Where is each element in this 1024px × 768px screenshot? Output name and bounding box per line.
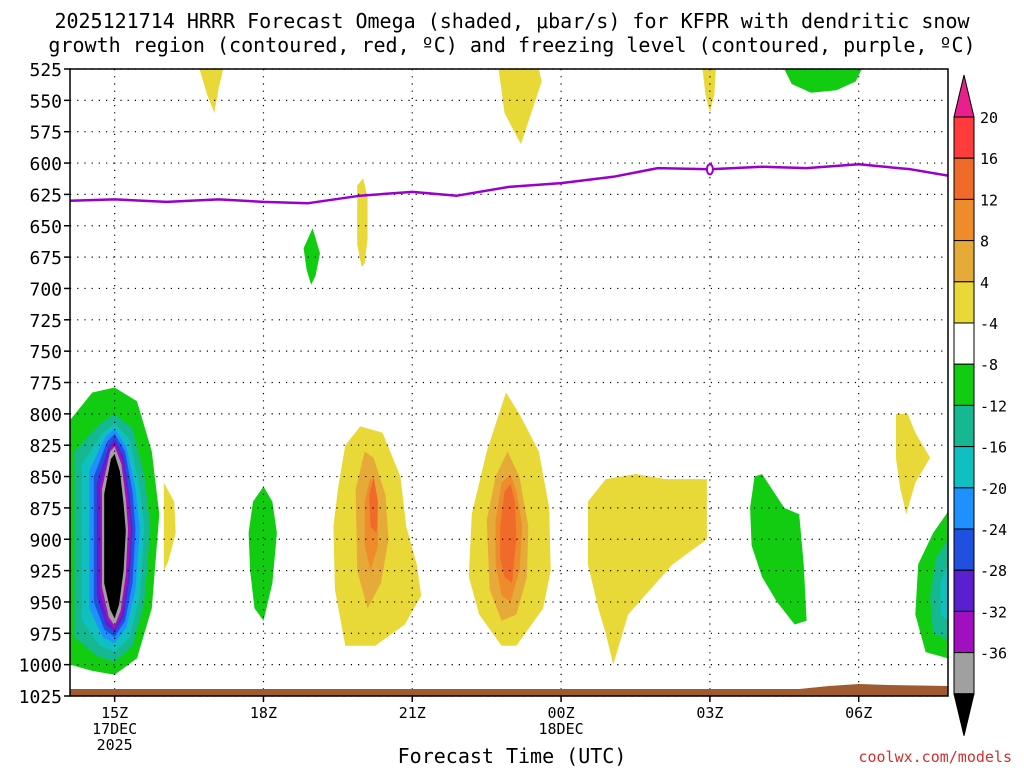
y-tick-label-650: 650 — [29, 217, 62, 238]
colorbar: 20 16 12 8 4 -4 -8 -12 -16 -20 -24 -28 -32 -36 — [953, 74, 1007, 736]
upper-lower-blobs-level-5 — [303, 228, 320, 285]
x-tick-label-18Z: 18Z — [250, 704, 277, 722]
colorbar-label-4: 4 — [980, 274, 989, 292]
y-tick-label-600: 600 — [29, 154, 62, 175]
upward-08z-level-2 — [940, 564, 948, 621]
colorbar-bin-8-12 — [953, 198, 975, 242]
colorbar-label--32: -32 — [980, 603, 1007, 621]
downward-15z-right-level-0 — [163, 482, 176, 571]
colorbar-bin-4-8 — [953, 240, 975, 283]
y-tick-label-575: 575 — [29, 123, 62, 144]
y-tick-label-700: 700 — [29, 279, 62, 300]
y-tick-label-850: 850 — [29, 468, 62, 489]
colorbar-label--24: -24 — [980, 521, 1007, 539]
colorbar-label--4: -4 — [980, 315, 998, 333]
y-tick-label-775: 775 — [29, 374, 62, 395]
colorbar-bin-12-16 — [953, 157, 975, 200]
colorbar-top-cap — [953, 74, 975, 118]
y-tick-label-1000: 1000 — [19, 656, 62, 677]
y-tick-label-800: 800 — [29, 405, 62, 426]
colorbar-label--20: -20 — [980, 480, 1007, 498]
y-tick-label-625: 625 — [29, 185, 62, 206]
downward-2330z-level-3 — [500, 484, 517, 584]
ground-surface — [70, 684, 948, 696]
downward-0715z-level-0 — [895, 413, 931, 515]
colorbar-label--36: -36 — [980, 645, 1007, 663]
y-tick-label-675: 675 — [29, 248, 62, 269]
colorbar-bin--8--4 — [953, 363, 975, 406]
x-tick-label-06Z: 06Z — [845, 704, 872, 722]
downward-20z-level-3 — [369, 476, 378, 533]
upper-lower-blobs-level-3 — [784, 69, 862, 93]
colorbar-bin--12--8 — [953, 404, 975, 448]
freezing-level-line — [70, 163, 948, 205]
colorbar-label-16: 16 — [980, 150, 998, 168]
y-tick-label-525: 525 — [29, 60, 62, 81]
x-tick-label-15Z: 15Z — [101, 704, 128, 722]
y-tick-label-1025: 1025 — [19, 687, 62, 708]
x-tick-label-21Z: 21Z — [399, 704, 426, 722]
y-tick-label-825: 825 — [29, 436, 62, 457]
colorbar-bin--32--28 — [953, 610, 975, 654]
ground-band — [70, 684, 948, 696]
colorbar-label-12: 12 — [980, 191, 998, 209]
y-tick-label-725: 725 — [29, 311, 62, 332]
y-tick-label-900: 900 — [29, 530, 62, 551]
colorbar-label--8: -8 — [980, 356, 998, 374]
upper-lower-blobs-level-4 — [357, 178, 368, 268]
freezing-level-contour — [70, 163, 948, 205]
y-axis: 525 550 575 600 625 650 675 700 725 750 775 800 825 8… — [19, 60, 70, 708]
colorbar-bin--24--20 — [953, 528, 975, 571]
x-tick-label-03Z: 03Z — [696, 704, 723, 722]
x-axis-title: Forecast Time (UTC) — [397, 744, 627, 768]
y-tick-label-875: 875 — [29, 499, 62, 520]
colorbar-label-20: 20 — [980, 109, 998, 127]
freezing-level-marker — [705, 163, 714, 176]
chart-title-line2: growth region (contoured, red, ºC) and f… — [48, 33, 976, 57]
colorbar-bin--4-0 — [953, 322, 975, 365]
downward-0130z-level-0 — [587, 474, 707, 665]
chart-title-line1: 2025121714 HRRR Forecast Omega (shaded, … — [54, 9, 970, 33]
upper-lower-blobs-level-1 — [498, 69, 542, 145]
x-tick-label-17DEC: 17DEC — [92, 720, 137, 738]
colorbar-bottom-cap — [953, 693, 975, 736]
colorbar-bin-0-4 — [953, 281, 975, 324]
colorbar-label--12: -12 — [980, 397, 1007, 415]
colorbar-bin--36--32 — [953, 652, 975, 695]
colorbar-bin--16--12 — [953, 446, 975, 489]
y-tick-label-950: 950 — [29, 593, 62, 614]
upper-lower-blobs-level-0 — [199, 69, 224, 113]
colorbar-label--28: -28 — [980, 562, 1007, 580]
colorbar-bin-16-20 — [953, 116, 975, 159]
y-tick-label-750: 750 — [29, 342, 62, 363]
y-tick-label-925: 925 — [29, 562, 62, 583]
x-tick-label-00Z: 00Z — [548, 704, 575, 722]
credit-link[interactable]: coolwx.com/models — [858, 748, 1012, 766]
colorbar-label-8: 8 — [980, 233, 989, 251]
y-tick-label-550: 550 — [29, 91, 62, 112]
upward-core-15z-level-8 — [104, 454, 126, 619]
x-tick-label-2025: 2025 — [97, 736, 133, 754]
upward-05z-level-0 — [750, 474, 807, 625]
upward-18z-level-0 — [248, 486, 277, 621]
x-tick-label-18DEC: 18DEC — [539, 720, 584, 738]
y-tick-label-975: 975 — [29, 624, 62, 645]
colorbar-bin--20--16 — [953, 487, 975, 530]
colorbar-label--16: -16 — [980, 439, 1007, 457]
upper-lower-blobs-level-2 — [702, 69, 716, 113]
omega-shading — [70, 69, 948, 675]
colorbar-bin--28--24 — [953, 569, 975, 612]
